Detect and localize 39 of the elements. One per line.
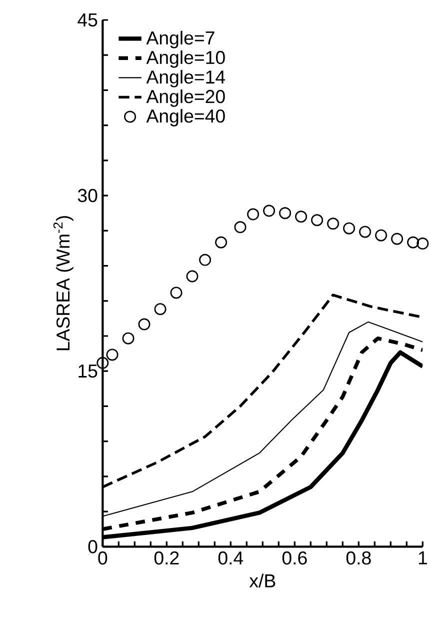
point xyxy=(279,207,292,220)
point xyxy=(170,286,182,299)
point xyxy=(96,356,109,369)
point xyxy=(106,348,118,361)
point xyxy=(407,236,420,248)
point xyxy=(416,238,429,250)
x-tick-label: 0.8 xyxy=(346,551,372,565)
legend-label: Angle=7 xyxy=(146,30,214,48)
legend-label: Angle=20 xyxy=(146,89,226,107)
legend-label: Angle=40 xyxy=(146,108,226,126)
point xyxy=(199,254,212,266)
point xyxy=(391,232,404,245)
legend-label: Angle=14 xyxy=(146,70,226,88)
point xyxy=(263,204,276,217)
point xyxy=(234,221,246,234)
point xyxy=(122,332,134,344)
point xyxy=(343,222,356,234)
x-axis-title: x/B xyxy=(250,574,276,588)
point xyxy=(215,236,228,248)
x-tick-label: 0 xyxy=(98,551,108,565)
point xyxy=(295,210,308,223)
y-axis-title: LASREA (Wm$^{-2}$) xyxy=(54,216,74,350)
point xyxy=(311,214,324,226)
y-tick-label: 0 xyxy=(88,540,98,554)
y-tick-label: 15 xyxy=(78,364,98,378)
x-tick-label: 0.2 xyxy=(154,551,179,565)
point xyxy=(138,318,150,330)
point xyxy=(375,229,388,242)
x-tick-label: 0.4 xyxy=(218,551,244,565)
point xyxy=(359,226,372,238)
point xyxy=(327,218,340,230)
x-tick-label: 0.6 xyxy=(282,551,307,565)
point xyxy=(154,303,166,316)
point xyxy=(247,208,260,220)
legend-label: Angle=10 xyxy=(146,50,226,68)
y-tick-label: 30 xyxy=(78,188,98,202)
y-tick-label: 45 xyxy=(78,13,98,27)
point xyxy=(186,270,198,282)
x-tick-label: 1 xyxy=(419,551,428,564)
